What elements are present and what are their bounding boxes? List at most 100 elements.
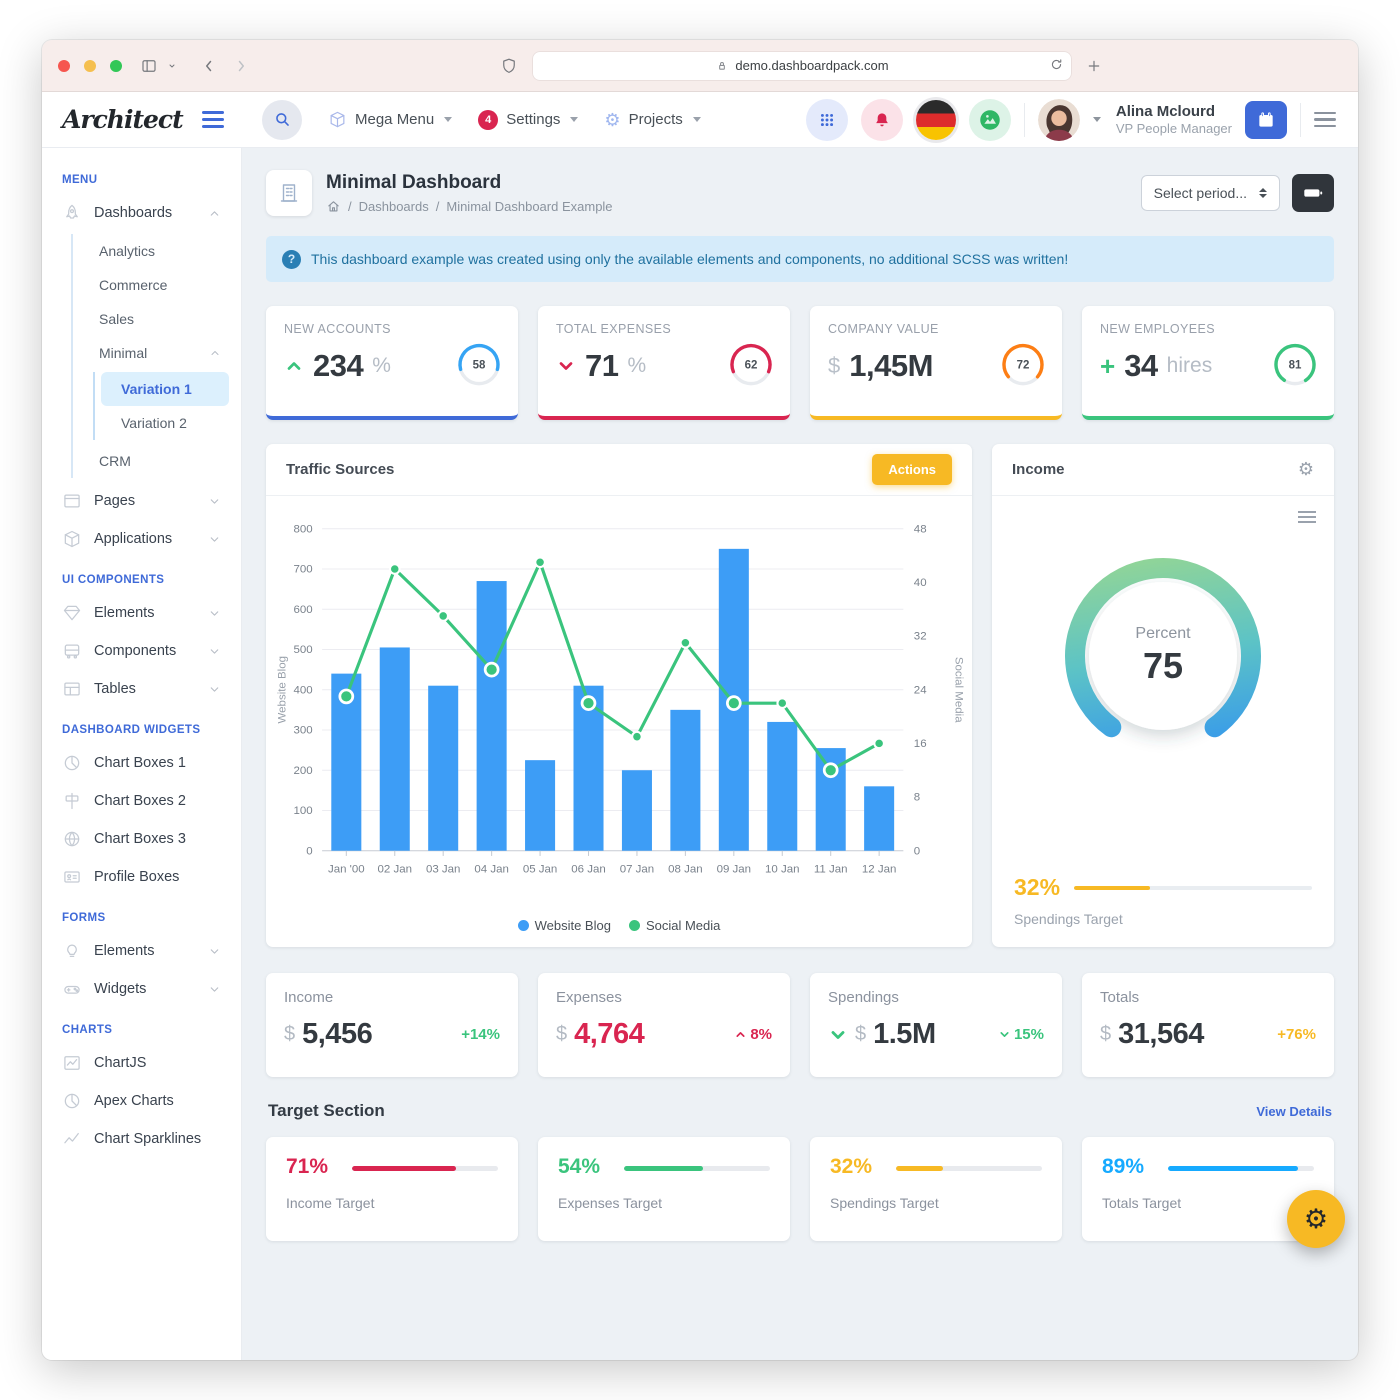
chevron-down-icon	[208, 533, 221, 546]
chevron-down-small-icon	[998, 1028, 1011, 1041]
avatar[interactable]	[1037, 98, 1080, 141]
chevron-down-icon	[208, 607, 221, 620]
sidebar-item-tables[interactable]: Tables	[54, 670, 229, 708]
svg-text:08 Jan: 08 Jan	[668, 864, 702, 876]
view-details-link[interactable]: View Details	[1256, 1103, 1332, 1119]
chevron-down-icon[interactable]	[1092, 117, 1101, 122]
tab-sidebar-icon[interactable]	[136, 57, 162, 75]
sidebar-item-chart-boxes-2[interactable]: Chart Boxes 2	[54, 782, 229, 820]
zoom-window-button[interactable]	[110, 59, 122, 72]
svg-text:32: 32	[914, 631, 927, 643]
nav-settings[interactable]: 4 Settings	[478, 109, 579, 130]
spendings-progress-bar	[1074, 885, 1312, 890]
sidebar-item-elements[interactable]: Elements	[54, 932, 229, 970]
sidebar-item-elements[interactable]: Elements	[54, 594, 229, 632]
svg-text:24: 24	[914, 684, 927, 696]
minimize-window-button[interactable]	[84, 59, 96, 72]
globe-icon	[62, 829, 84, 849]
sidebar-item-components[interactable]: Components	[54, 632, 229, 670]
theme-button[interactable]	[968, 98, 1011, 141]
browser-chrome: demo.dashboardpack.com	[42, 40, 1358, 92]
actions-button[interactable]: Actions	[872, 454, 952, 485]
sidebar-item-variation-2[interactable]: Variation 2	[121, 415, 187, 431]
sidebar-item-apex-charts[interactable]: Apex Charts	[54, 1082, 229, 1120]
target-progress-bar	[352, 1166, 498, 1172]
sidebar-item-chart-sparklines[interactable]: Chart Sparklines	[54, 1120, 229, 1158]
pie-chart-icon	[62, 1091, 84, 1111]
shield-icon[interactable]	[496, 57, 522, 75]
target-percent: 32%	[830, 1155, 873, 1179]
svg-text:700: 700	[294, 564, 313, 576]
header-menu-button[interactable]	[1314, 111, 1336, 128]
stat-card-new-employees: NEW EMPLOYEES +34 hires 81	[1082, 306, 1334, 420]
reload-icon[interactable]	[1049, 57, 1064, 75]
breadcrumb-dashboards[interactable]: Dashboards	[358, 199, 429, 214]
target-progress-bar	[896, 1166, 1042, 1172]
summary-delta: 15%	[998, 1026, 1044, 1043]
summary-card-spendings: Spendings $1.5M 15%	[810, 973, 1062, 1078]
stat-card-total-expenses: TOTAL EXPENSES 71% 62	[538, 306, 790, 420]
svg-text:16: 16	[914, 738, 927, 750]
chart-menu-icon[interactable]	[1298, 508, 1316, 526]
sidebar-item-chart-boxes-3[interactable]: Chart Boxes 3	[54, 820, 229, 858]
sidebar-heading-charts: CHARTS	[62, 1024, 113, 1036]
chevron-down-icon	[208, 495, 221, 508]
summary-label: Totals	[1100, 989, 1140, 1007]
target-percent: 71%	[286, 1155, 329, 1179]
value-prefix: $	[828, 353, 841, 378]
language-flag-button[interactable]	[915, 99, 956, 140]
nav-mega-menu[interactable]: Mega Menu	[328, 110, 453, 129]
line-chart-icon	[62, 1053, 84, 1073]
search-button[interactable]	[262, 99, 302, 140]
nav-projects[interactable]: ⚙ Projects	[604, 111, 701, 129]
summary-card-expenses: Expenses $4,764 8%	[538, 973, 790, 1078]
svg-text:800: 800	[294, 523, 313, 535]
currency-prefix: $	[855, 1023, 867, 1046]
chart-legend: Website Blog Social Media	[266, 914, 972, 947]
stat-suffix: %	[627, 354, 647, 377]
chevron-down-icon[interactable]	[162, 60, 182, 72]
sidebar-item-commerce[interactable]: Commerce	[99, 277, 168, 293]
apps-grid-button[interactable]	[805, 98, 848, 141]
sidebar-item-chart-boxes-1[interactable]: Chart Boxes 1	[54, 744, 229, 782]
sidebar-item-analytics[interactable]: Analytics	[99, 243, 156, 259]
table-icon	[62, 679, 84, 699]
gear-icon[interactable]: ⚙	[1297, 459, 1314, 479]
bus-icon	[62, 641, 84, 661]
user-role: VP People Manager	[1115, 121, 1232, 137]
svg-text:Social Media: Social Media	[953, 657, 964, 723]
target-progress-bar	[1168, 1166, 1314, 1172]
sidebar-item-crm[interactable]: CRM	[99, 453, 131, 469]
back-button[interactable]	[196, 57, 222, 75]
svg-text:200: 200	[294, 765, 313, 777]
sidebar-item-chartjs[interactable]: ChartJS	[54, 1044, 229, 1082]
floating-settings-button[interactable]: ⚙	[1287, 1190, 1345, 1248]
forward-button[interactable]	[228, 57, 254, 75]
sidebar-item-variation-1[interactable]: Variation 1	[101, 372, 229, 406]
sidebar-item-applications[interactable]: Applications	[54, 520, 229, 558]
calendar-button[interactable]	[1245, 100, 1287, 139]
sidebar-item-sales[interactable]: Sales	[99, 311, 135, 327]
summary-delta: 8%	[734, 1026, 772, 1043]
stat-label: COMPANY VALUE	[828, 322, 939, 336]
sidebar-toggle-button[interactable]	[202, 111, 224, 128]
battery-button[interactable]	[1292, 174, 1334, 212]
close-window-button[interactable]	[58, 59, 70, 72]
chevron-down-icon	[692, 117, 701, 122]
sidebar-item-dashboards[interactable]: Dashboards	[54, 194, 229, 232]
address-bar[interactable]: demo.dashboardpack.com	[532, 50, 1072, 81]
home-icon[interactable]	[326, 199, 341, 214]
sidebar-item-profile-boxes[interactable]: Profile Boxes	[54, 858, 229, 896]
new-tab-button[interactable]	[1082, 58, 1106, 74]
period-select[interactable]: Select period...	[1140, 175, 1280, 211]
notification-badge: 4	[478, 109, 499, 130]
sidebar-item-widgets[interactable]: Widgets	[54, 970, 229, 1008]
sidebar-heading-ui-components: UI COMPONENTS	[62, 574, 165, 586]
sidebar-item-pages[interactable]: Pages	[54, 482, 229, 520]
stat-gauge: 62	[728, 342, 774, 393]
sidebar-item-minimal[interactable]: Minimal	[79, 336, 229, 370]
target-card-expenses-target: 54% Expenses Target	[538, 1137, 790, 1242]
id-card-icon	[62, 867, 84, 887]
notifications-bell-button[interactable]	[860, 98, 903, 141]
income-card: Income ⚙ Percent 75 3	[992, 444, 1334, 948]
